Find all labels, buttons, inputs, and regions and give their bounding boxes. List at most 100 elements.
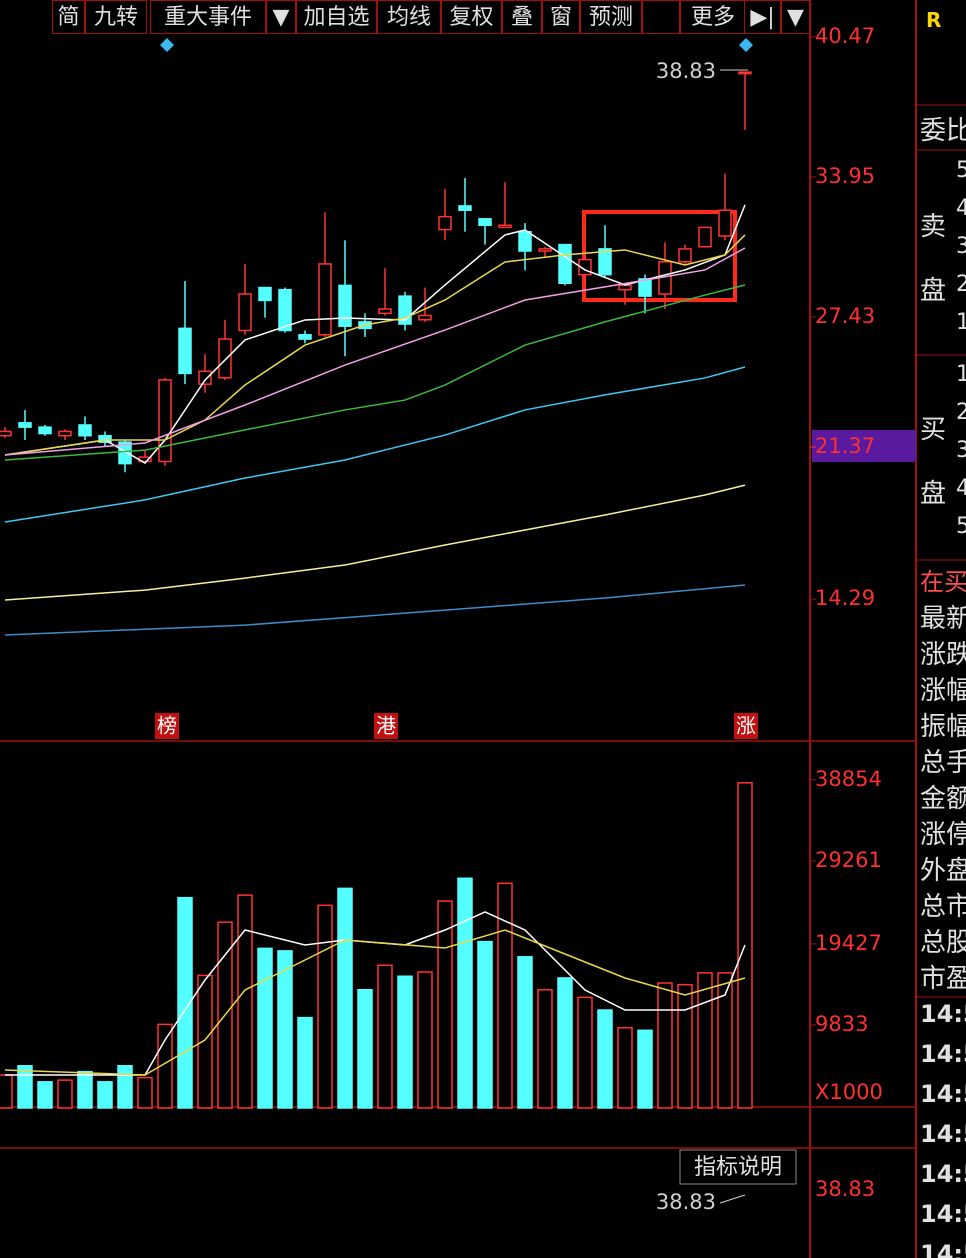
field-label: 最新	[920, 604, 966, 634]
ma-line	[4, 584, 746, 636]
event-marker-bg	[155, 713, 179, 739]
current-price-bg	[812, 430, 916, 462]
candle-body	[498, 224, 512, 229]
volume-bar	[717, 972, 733, 1109]
time-label: 14:5	[920, 1200, 966, 1228]
ma-line	[4, 929, 746, 1076]
candle-body	[118, 441, 132, 465]
field-label: 金额	[920, 784, 966, 814]
volume-bar	[297, 1016, 313, 1109]
y-tick-label: 19427	[815, 931, 882, 955]
time-label: 14:5	[920, 1040, 966, 1068]
volume-bar	[657, 982, 673, 1109]
time-label: 14:5	[920, 1160, 966, 1188]
candle-body	[638, 278, 652, 297]
indicator-button-label[interactable]: 指标说明	[694, 1155, 782, 1180]
volume-unit: X1000	[815, 1080, 883, 1104]
y-tick-label: 27.43	[815, 304, 875, 328]
candle-body	[558, 243, 572, 284]
volume-bar	[57, 1079, 73, 1109]
indicator-arrow	[719, 1194, 746, 1204]
volume-bar	[317, 904, 333, 1109]
indicator-axis-label: 38.83	[815, 1177, 875, 1201]
volume-bar	[537, 989, 553, 1109]
volume-bar	[257, 947, 273, 1109]
indicator-button[interactable]	[679, 1149, 797, 1185]
candle-body	[98, 434, 112, 443]
y-tick-label: 14.29	[815, 586, 875, 610]
toolbar-button[interactable]: 复权	[441, 0, 502, 34]
event-marker-bg	[374, 713, 398, 739]
candle-body	[738, 71, 752, 75]
volume-bar	[457, 877, 473, 1109]
ask-level: 4	[956, 196, 966, 221]
volume-bar	[577, 996, 593, 1109]
candle-body	[418, 314, 432, 321]
volume-bar	[197, 974, 213, 1109]
volume-bar	[277, 950, 293, 1109]
volume-bar	[437, 900, 453, 1109]
volume-bar	[117, 1065, 133, 1109]
candle-body	[258, 286, 272, 302]
toolbar-button[interactable]: 预测	[580, 0, 642, 34]
ma-line	[5, 911, 746, 1076]
queue-label: 在买	[920, 568, 966, 596]
candle-body	[338, 284, 352, 327]
indicator-high-label: 38.83	[656, 1190, 716, 1214]
candle-body	[438, 215, 452, 231]
volume-bar	[497, 882, 513, 1109]
field-label: 涨跌	[920, 640, 966, 670]
bid-level: 3	[956, 438, 966, 463]
candle-body	[158, 379, 172, 463]
y-tick-label: 9833	[815, 1012, 868, 1036]
lock-button[interactable]	[642, 0, 680, 34]
candle-body	[678, 248, 692, 263]
toolbar-button[interactable]: ▼	[781, 0, 810, 34]
time-label: 14:5	[920, 1120, 966, 1148]
volume-bar	[597, 1009, 613, 1109]
y-tick-label: 40.47	[815, 24, 875, 48]
candle-body	[78, 424, 92, 437]
candle-body	[178, 327, 192, 375]
ask-level: 1	[956, 310, 966, 335]
toolbar-button[interactable]: ▶|	[744, 0, 781, 34]
volume-bar	[97, 1081, 113, 1109]
volume-bar	[397, 975, 413, 1109]
candle-body	[0, 430, 12, 437]
bid-level: 2	[956, 400, 966, 425]
toolbar-button[interactable]: 重大事件	[150, 0, 266, 34]
toolbar-button[interactable]: 均线	[377, 0, 441, 34]
toolbar-button[interactable]: 九转	[85, 0, 147, 34]
candle-body	[698, 226, 712, 248]
candle-body	[318, 263, 332, 336]
time-label: 14:5	[920, 1080, 966, 1108]
toolbar-button[interactable]: 窗	[542, 0, 580, 34]
time-label: 14:5	[920, 1240, 966, 1258]
toolbar-button[interactable]: ▼	[266, 0, 296, 34]
candle-body	[198, 370, 212, 385]
toolbar-button[interactable]: 简	[52, 0, 85, 34]
candle-body	[458, 205, 472, 211]
toolbar-button[interactable]: 更多	[680, 0, 746, 34]
toolbar-button[interactable]: 加自选	[296, 0, 377, 34]
ma-line	[4, 366, 746, 523]
candle-body	[618, 284, 632, 291]
field-label: 涨停	[920, 820, 966, 850]
volume-bar	[0, 1074, 13, 1109]
candle-body	[598, 248, 612, 276]
candle-body	[518, 230, 532, 252]
candle-body	[18, 422, 32, 428]
candle-body	[478, 218, 492, 227]
volume-bar	[17, 1065, 33, 1109]
volume-bar	[377, 964, 393, 1109]
side-title: 委比	[920, 116, 966, 146]
ma-line	[4, 247, 746, 456]
field-label: 总市	[920, 892, 966, 922]
ask-level: 5	[956, 158, 966, 183]
field-label: 总手	[920, 748, 966, 778]
toolbar-button[interactable]: 叠	[502, 0, 542, 34]
field-label: 涨幅	[920, 676, 966, 706]
candle-body	[538, 248, 552, 252]
sell-label: 卖 盘	[920, 212, 947, 306]
